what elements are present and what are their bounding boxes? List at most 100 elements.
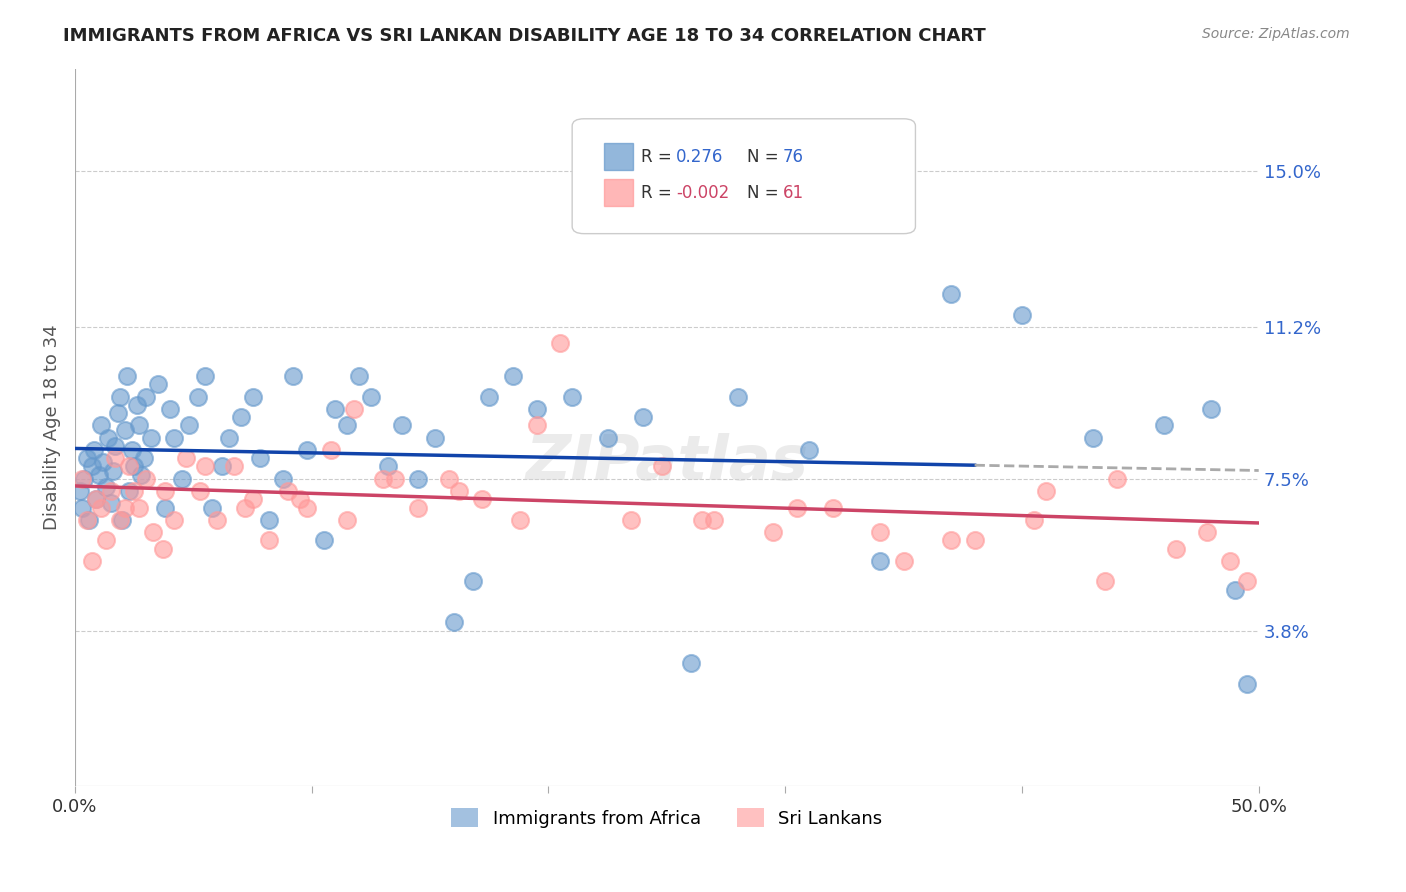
Text: -0.002: -0.002 [676, 184, 730, 202]
Point [509, 513, 531, 527]
Point [1236, 574, 1258, 589]
Point [679, 657, 702, 671]
Point [869, 525, 891, 540]
Point [325, 402, 347, 417]
Point [336, 513, 359, 527]
Point [163, 513, 186, 527]
Point [194, 459, 217, 474]
Point [159, 402, 181, 417]
Point [336, 418, 359, 433]
Point [762, 525, 785, 540]
Point [437, 472, 460, 486]
Point [277, 484, 299, 499]
Point [174, 451, 197, 466]
Point [222, 459, 245, 474]
Point [620, 513, 643, 527]
Point [461, 574, 484, 589]
Point [377, 459, 399, 474]
Point [97, 431, 120, 445]
Point [703, 513, 725, 527]
Point [142, 525, 165, 540]
Point [319, 443, 342, 458]
Point [596, 431, 619, 445]
Point [132, 451, 155, 466]
Point [76, 451, 98, 466]
Point [797, 443, 820, 458]
Point [93, 455, 115, 469]
Text: IMMIGRANTS FROM AFRICA VS SRI LANKAN DISABILITY AGE 18 TO 34 CORRELATION CHART: IMMIGRANTS FROM AFRICA VS SRI LANKAN DIS… [63, 27, 986, 45]
Point [218, 431, 240, 445]
Point [1081, 431, 1104, 445]
Legend: Immigrants from Africa, Sri Lankans: Immigrants from Africa, Sri Lankans [444, 801, 890, 835]
Point [869, 554, 891, 568]
Point [893, 554, 915, 568]
Point [651, 459, 673, 474]
Point [146, 377, 169, 392]
Text: R =: R = [641, 148, 672, 166]
Point [83, 443, 105, 458]
Point [1153, 418, 1175, 433]
Point [1105, 472, 1128, 486]
Point [70, 472, 93, 486]
Point [235, 500, 257, 515]
Point [108, 390, 131, 404]
Point [1022, 513, 1045, 527]
Point [1219, 554, 1241, 568]
Point [100, 484, 122, 499]
Point [100, 496, 122, 510]
Point [821, 500, 844, 515]
Point [391, 418, 413, 433]
Point [295, 443, 318, 458]
Point [86, 492, 108, 507]
Point [104, 451, 127, 466]
Point [87, 467, 110, 482]
Point [135, 472, 157, 486]
Point [94, 533, 117, 548]
Point [90, 418, 112, 433]
Point [201, 500, 224, 515]
Text: Source: ZipAtlas.com: Source: ZipAtlas.com [1202, 27, 1350, 41]
Point [939, 287, 962, 301]
Text: ZIPatlas: ZIPatlas [526, 434, 808, 493]
Bar [605, 179, 633, 206]
Point [273, 472, 295, 486]
Point [443, 615, 465, 630]
Point [69, 484, 91, 499]
Point [384, 472, 406, 486]
Point [104, 439, 127, 453]
Point [114, 423, 136, 437]
Point [1195, 525, 1218, 540]
Point [80, 554, 103, 568]
FancyBboxPatch shape [572, 119, 915, 234]
Point [73, 472, 96, 486]
Point [242, 390, 264, 404]
Point [94, 480, 117, 494]
Point [1094, 574, 1116, 589]
Point [118, 459, 141, 474]
Point [257, 513, 280, 527]
Point [631, 410, 654, 425]
Point [288, 492, 311, 507]
Point [939, 533, 962, 548]
Point [447, 484, 470, 499]
Point [471, 492, 494, 507]
Point [118, 484, 141, 499]
Point [1164, 541, 1187, 556]
Point [478, 390, 501, 404]
Point [423, 431, 446, 445]
Bar [605, 144, 633, 170]
Point [128, 418, 150, 433]
Point [80, 459, 103, 474]
Point [1035, 484, 1057, 499]
Point [295, 500, 318, 515]
Point [1201, 402, 1223, 417]
Point [211, 459, 233, 474]
Point [108, 513, 131, 527]
Point [76, 513, 98, 527]
Point [1236, 677, 1258, 691]
Point [281, 369, 304, 384]
Text: R =: R = [641, 184, 672, 202]
Point [343, 402, 366, 417]
Point [526, 402, 548, 417]
Point [111, 513, 134, 527]
